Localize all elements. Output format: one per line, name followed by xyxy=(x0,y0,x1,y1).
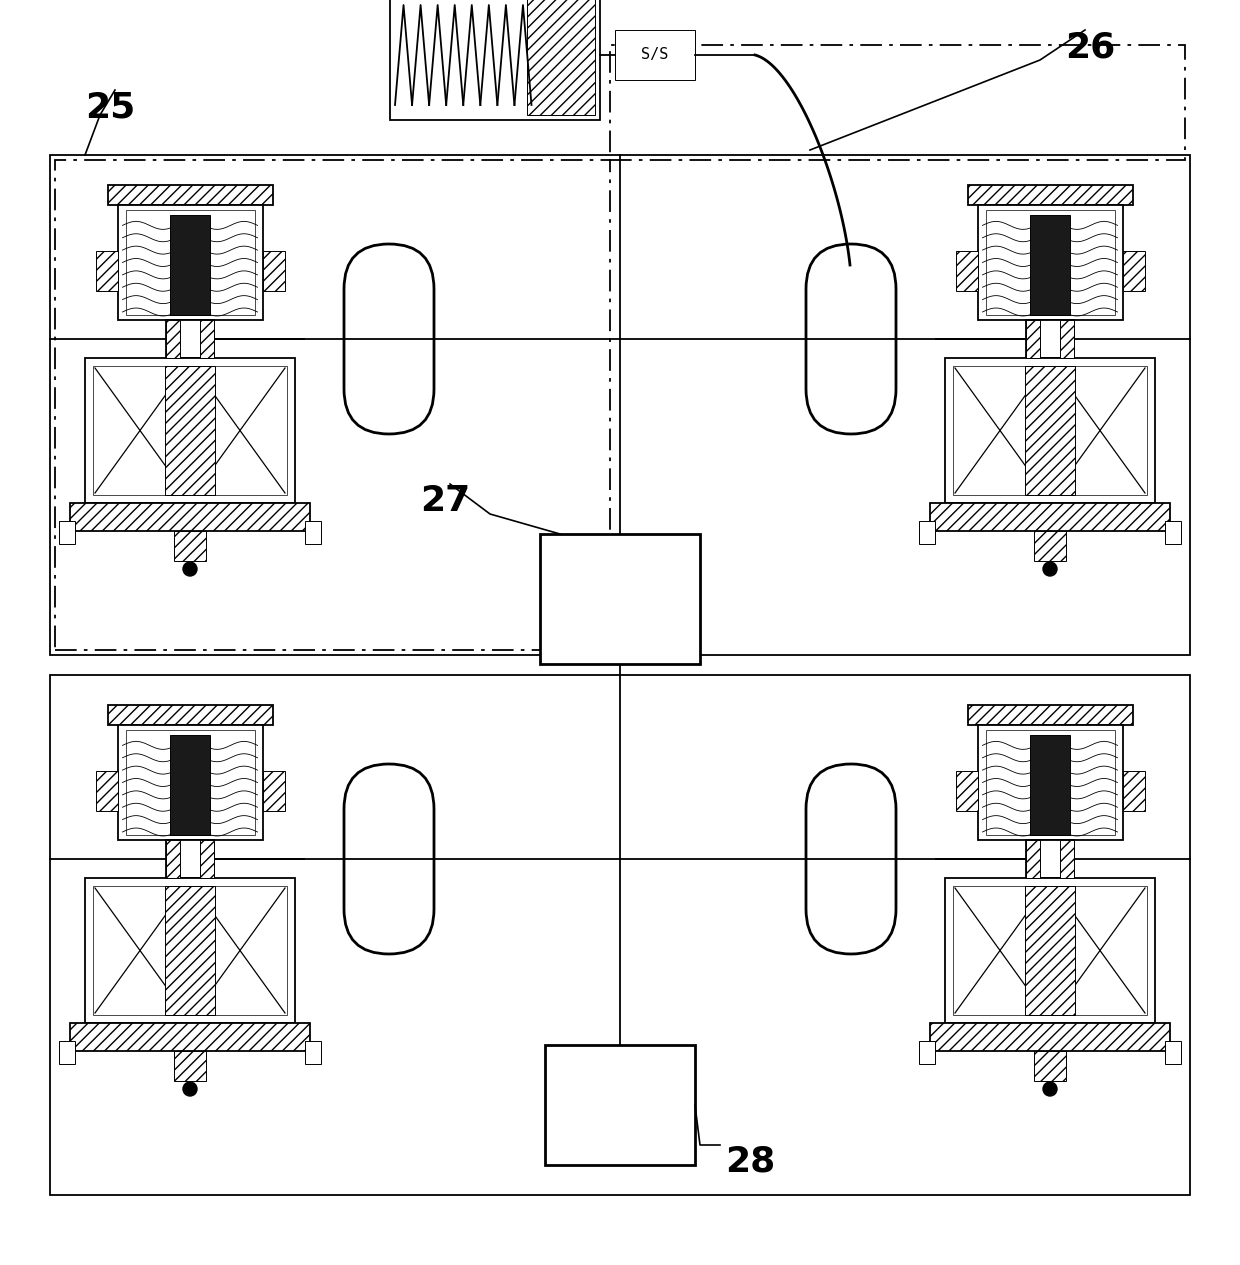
Bar xyxy=(1025,886,1075,1015)
Bar xyxy=(55,159,610,650)
Bar xyxy=(86,878,295,1023)
Bar xyxy=(610,46,1185,159)
Bar xyxy=(174,1051,206,1082)
Circle shape xyxy=(184,1082,197,1095)
Bar xyxy=(118,205,263,320)
Bar xyxy=(200,320,215,358)
Bar xyxy=(93,886,286,1015)
Bar xyxy=(305,1041,321,1064)
Bar xyxy=(967,705,1132,725)
Bar xyxy=(166,840,215,878)
Text: 25: 25 xyxy=(86,90,135,124)
Bar xyxy=(930,1023,1171,1051)
Bar xyxy=(305,521,321,544)
Bar xyxy=(956,772,977,811)
Bar xyxy=(174,531,206,560)
Bar xyxy=(263,772,284,811)
Bar xyxy=(1122,252,1145,291)
Bar xyxy=(977,725,1122,840)
Bar xyxy=(200,840,215,878)
Bar xyxy=(86,358,295,503)
Bar xyxy=(170,735,210,835)
Bar xyxy=(69,503,310,531)
Bar xyxy=(1030,215,1070,315)
Text: 28: 28 xyxy=(725,1145,775,1179)
Bar xyxy=(615,30,694,80)
Bar xyxy=(1034,1051,1066,1082)
Bar xyxy=(919,1041,935,1064)
Bar xyxy=(50,156,1190,655)
Bar xyxy=(945,358,1154,503)
Bar xyxy=(60,1041,74,1064)
Bar xyxy=(166,320,180,358)
Bar xyxy=(69,1023,310,1051)
Bar xyxy=(118,725,263,840)
Bar xyxy=(108,185,273,205)
Bar xyxy=(919,521,935,544)
Text: 27: 27 xyxy=(420,484,470,517)
Bar xyxy=(166,840,180,878)
Bar xyxy=(956,252,977,291)
Bar xyxy=(391,0,600,120)
Bar xyxy=(1166,1041,1180,1064)
Bar xyxy=(95,252,118,291)
Bar xyxy=(50,676,1190,1195)
Bar xyxy=(1025,320,1040,358)
Bar xyxy=(165,366,215,495)
Bar xyxy=(954,886,1147,1015)
Bar xyxy=(930,503,1171,531)
Bar xyxy=(263,252,284,291)
Bar xyxy=(1025,840,1074,878)
Circle shape xyxy=(1043,1082,1056,1095)
Bar xyxy=(986,730,1115,835)
Bar xyxy=(1060,840,1074,878)
Bar xyxy=(967,185,1132,205)
Bar xyxy=(945,878,1154,1023)
Bar xyxy=(986,210,1115,315)
Bar xyxy=(1060,320,1074,358)
Text: S/S: S/S xyxy=(641,48,668,62)
Circle shape xyxy=(184,562,197,576)
Bar xyxy=(60,521,74,544)
Text: 26: 26 xyxy=(1065,30,1115,65)
Bar xyxy=(977,205,1122,320)
Bar xyxy=(165,886,215,1015)
Bar xyxy=(95,772,118,811)
Bar xyxy=(125,210,254,315)
Bar xyxy=(527,0,595,115)
Bar xyxy=(1122,772,1145,811)
Bar xyxy=(1166,521,1180,544)
Bar xyxy=(539,534,701,664)
Bar xyxy=(125,730,254,835)
Bar xyxy=(1025,320,1074,358)
Bar xyxy=(1034,531,1066,560)
Bar xyxy=(93,366,286,495)
Bar xyxy=(170,215,210,315)
Bar xyxy=(954,366,1147,495)
Bar xyxy=(546,1045,694,1165)
Bar xyxy=(1025,840,1040,878)
Circle shape xyxy=(1043,562,1056,576)
Bar xyxy=(1030,735,1070,835)
Bar xyxy=(166,320,215,358)
Bar xyxy=(108,705,273,725)
Bar xyxy=(1025,366,1075,495)
